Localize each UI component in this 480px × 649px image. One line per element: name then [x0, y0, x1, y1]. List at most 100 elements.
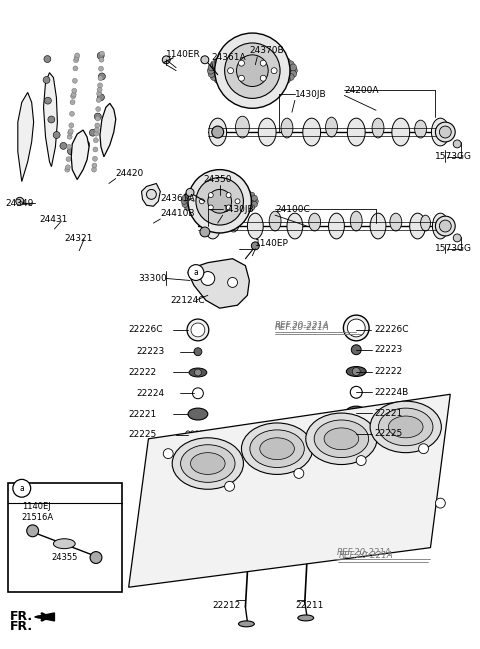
Text: 24370B: 24370B — [250, 46, 284, 55]
Text: 24361A: 24361A — [160, 194, 195, 203]
Text: 22124C: 22124C — [170, 296, 204, 305]
Circle shape — [435, 122, 455, 142]
Circle shape — [212, 126, 224, 138]
Ellipse shape — [281, 118, 293, 138]
Circle shape — [235, 199, 240, 204]
Circle shape — [98, 73, 106, 80]
Circle shape — [194, 187, 201, 193]
Circle shape — [215, 33, 290, 108]
Text: REF.20-221A: REF.20-221A — [275, 321, 330, 330]
Circle shape — [71, 92, 76, 97]
Circle shape — [208, 190, 231, 213]
Ellipse shape — [379, 408, 433, 446]
Circle shape — [239, 210, 245, 215]
Circle shape — [241, 51, 248, 58]
Circle shape — [43, 77, 50, 84]
Circle shape — [278, 79, 285, 86]
Text: 22223: 22223 — [137, 347, 165, 356]
Circle shape — [71, 93, 75, 99]
Circle shape — [233, 82, 240, 90]
Text: 24410B: 24410B — [160, 209, 195, 217]
Circle shape — [453, 140, 461, 148]
Circle shape — [208, 71, 215, 77]
Circle shape — [70, 100, 75, 104]
Circle shape — [239, 75, 244, 81]
Circle shape — [348, 319, 365, 337]
Circle shape — [278, 55, 285, 62]
Circle shape — [232, 211, 238, 217]
Circle shape — [239, 60, 244, 66]
Circle shape — [249, 204, 255, 210]
Text: 24431: 24431 — [39, 215, 68, 224]
Text: 33300: 33300 — [139, 274, 168, 283]
Circle shape — [83, 141, 90, 148]
Ellipse shape — [239, 621, 254, 627]
Text: 22221: 22221 — [374, 409, 402, 417]
Circle shape — [186, 188, 194, 197]
Ellipse shape — [420, 215, 431, 231]
Circle shape — [185, 204, 191, 210]
Ellipse shape — [346, 406, 367, 420]
Circle shape — [66, 156, 71, 162]
Ellipse shape — [188, 408, 208, 420]
Ellipse shape — [247, 213, 263, 239]
Circle shape — [283, 77, 290, 83]
Text: 24355: 24355 — [51, 553, 77, 562]
Ellipse shape — [228, 212, 240, 232]
Circle shape — [257, 51, 264, 58]
Ellipse shape — [390, 213, 402, 231]
Circle shape — [44, 56, 51, 62]
Ellipse shape — [241, 423, 312, 474]
Ellipse shape — [325, 117, 337, 137]
Circle shape — [99, 57, 104, 62]
Circle shape — [98, 66, 104, 71]
Circle shape — [60, 142, 67, 149]
Text: 22211: 22211 — [295, 600, 323, 609]
Circle shape — [96, 97, 101, 103]
Circle shape — [73, 66, 78, 71]
Ellipse shape — [324, 428, 359, 450]
Circle shape — [72, 79, 77, 83]
Circle shape — [225, 212, 230, 218]
Circle shape — [241, 84, 248, 90]
Circle shape — [68, 129, 73, 134]
Ellipse shape — [191, 452, 225, 474]
Text: REF.20-221A: REF.20-221A — [338, 551, 393, 560]
Circle shape — [163, 448, 173, 459]
Circle shape — [189, 190, 195, 195]
Circle shape — [226, 205, 231, 210]
Circle shape — [194, 348, 202, 356]
Circle shape — [201, 186, 207, 191]
Text: 24100C: 24100C — [275, 204, 310, 214]
Circle shape — [75, 147, 82, 154]
Text: 1140EJ: 1140EJ — [22, 502, 50, 511]
Circle shape — [93, 156, 97, 161]
Circle shape — [249, 51, 256, 58]
Circle shape — [99, 51, 105, 56]
Polygon shape — [142, 184, 160, 206]
Text: 24361A: 24361A — [212, 53, 246, 62]
Circle shape — [16, 197, 24, 205]
Circle shape — [194, 210, 201, 215]
Text: 22224: 22224 — [137, 389, 165, 398]
Circle shape — [162, 56, 170, 64]
Circle shape — [260, 60, 266, 66]
Text: 24200A: 24200A — [344, 86, 379, 95]
Circle shape — [252, 201, 257, 208]
Circle shape — [239, 187, 245, 193]
Ellipse shape — [180, 445, 235, 482]
Text: 24321: 24321 — [64, 234, 93, 243]
Circle shape — [219, 55, 227, 62]
Circle shape — [435, 216, 455, 236]
Circle shape — [289, 64, 297, 71]
Ellipse shape — [388, 416, 423, 438]
Circle shape — [207, 67, 214, 74]
Ellipse shape — [303, 118, 321, 146]
Polygon shape — [188, 259, 250, 308]
Circle shape — [350, 386, 362, 398]
Circle shape — [181, 199, 187, 204]
Circle shape — [232, 186, 238, 191]
Circle shape — [95, 113, 101, 120]
Ellipse shape — [432, 118, 449, 146]
Ellipse shape — [287, 213, 303, 239]
